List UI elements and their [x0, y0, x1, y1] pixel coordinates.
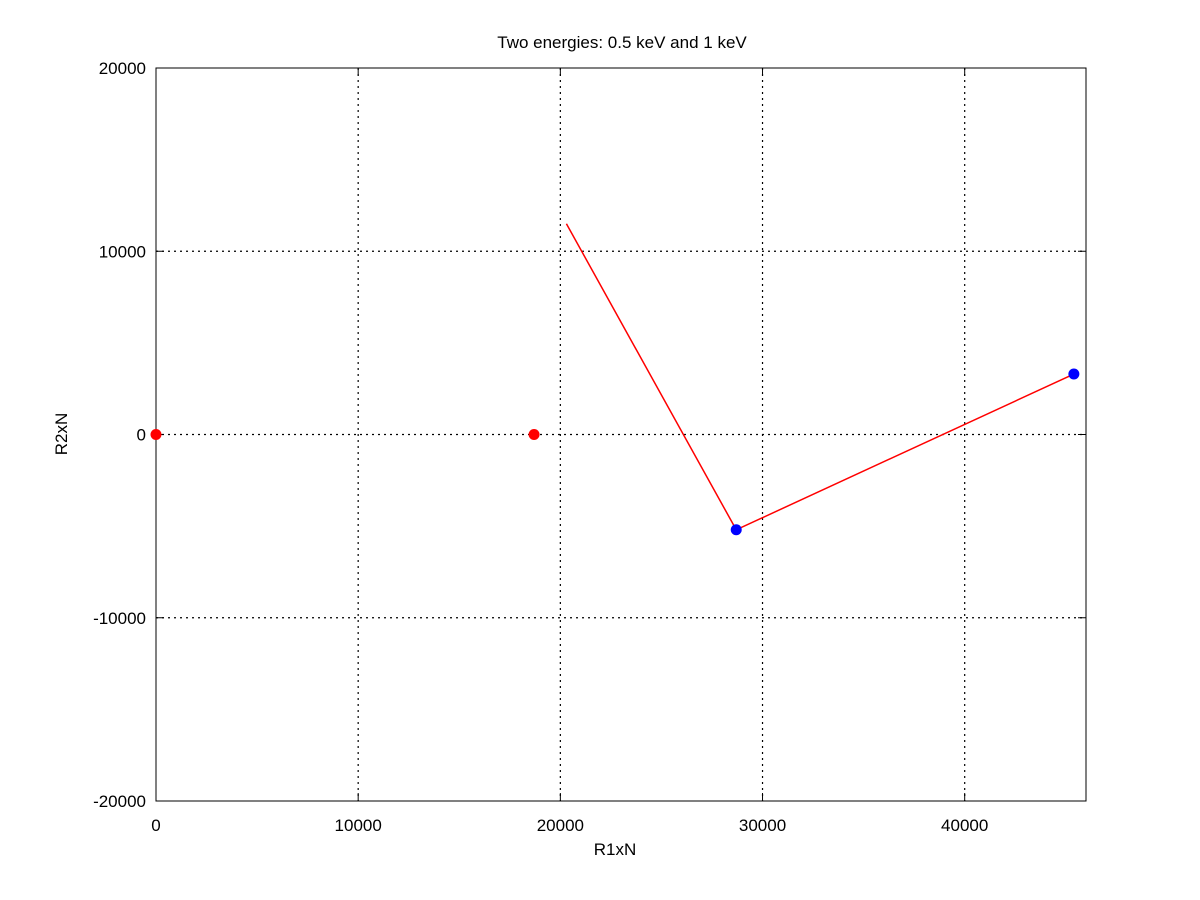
data-point [730, 524, 742, 536]
y-axis-title: R2xN [52, 413, 71, 456]
x-tick-label: 40000 [941, 816, 988, 835]
data-point [528, 429, 540, 440]
data-point [150, 429, 162, 440]
ticks: 0 10000 20000 30000 40000 -20000 -10000 0 10000 2… [93, 59, 1086, 835]
y-tick-label: 0 [137, 426, 146, 445]
series-line [565, 223, 1075, 531]
x-tick-label: 30000 [739, 816, 786, 835]
y-tick-label: 10000 [99, 242, 146, 261]
x-axis-title: R1xN [594, 840, 637, 859]
x-tick-label: 10000 [335, 816, 382, 835]
y-tick-label: -20000 [93, 792, 146, 811]
data-point [1068, 368, 1080, 380]
y-tick-label: 20000 [99, 59, 146, 78]
x-tick-label: 0 [151, 816, 160, 835]
y-tick-label: -10000 [93, 609, 146, 628]
chart-title: Two energies: 0.5 keV and 1 keV [497, 33, 747, 52]
series [150, 223, 1080, 536]
x-tick-label: 20000 [537, 816, 584, 835]
grid [156, 68, 1086, 801]
